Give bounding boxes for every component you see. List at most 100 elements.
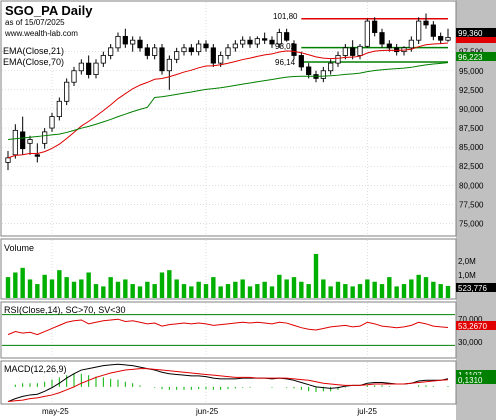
rsi-last-value: 53,2670 [458, 322, 487, 331]
signal-last-value: 0,1310 [458, 376, 483, 385]
candle [364, 18, 370, 48]
candle [320, 66, 326, 83]
candle [78, 59, 84, 75]
price-panel [0, 0, 457, 237]
rsi-axis-30: 30,000 [458, 338, 483, 347]
volume-panel [0, 238, 457, 300]
volume-bar [49, 279, 55, 298]
candle [144, 44, 150, 60]
candle [100, 51, 106, 67]
volume-bar [306, 284, 311, 298]
candle [115, 32, 121, 52]
website-label: www.wealth-lab.com [4, 29, 78, 38]
x-axis-label: may-25 [42, 407, 69, 416]
volume-bar [291, 277, 297, 298]
volume-bar [225, 284, 231, 298]
candle [394, 44, 400, 56]
candle [416, 17, 422, 45]
volume-bar [394, 286, 399, 298]
volume-bar [174, 279, 179, 298]
volume-bar [313, 253, 319, 298]
volume-axis-1m: 1,0M [458, 271, 476, 280]
as-of-date: as of 15/07/2025 [5, 18, 65, 27]
ema21-line [7, 42, 449, 159]
ema70-value: 96,223 [458, 53, 483, 62]
candle [240, 36, 246, 48]
ema70-line [7, 62, 449, 141]
candle [159, 44, 165, 75]
volume-bar [79, 279, 84, 298]
volume-bar [401, 284, 407, 298]
candle [181, 44, 187, 56]
candle [372, 17, 378, 37]
x-axis-label: jun-25 [195, 407, 219, 416]
volume-bar [409, 279, 414, 298]
candle [335, 51, 341, 67]
volume-bar [13, 272, 18, 298]
price-axis-label: 90,000 [459, 105, 484, 114]
volume-bar [335, 281, 341, 298]
candle [71, 66, 77, 87]
volume-bar [123, 279, 128, 298]
volume-bar [262, 281, 267, 298]
candle [49, 112, 55, 132]
volume-last-value: 523,776 [458, 284, 487, 293]
candle [247, 36, 253, 48]
candle [34, 143, 40, 163]
candle [152, 44, 158, 60]
price-axis-label: 95,000 [459, 67, 484, 76]
rsi-axis-70: 70,000 [458, 315, 483, 324]
candle [42, 128, 48, 149]
candle [225, 44, 231, 60]
volume-bar [101, 286, 106, 298]
volume-bar [145, 281, 150, 298]
volume-bars [5, 253, 451, 298]
rsi-series [2, 314, 455, 346]
volume-bar [189, 286, 194, 298]
candle [210, 44, 216, 67]
volume-bar [321, 279, 326, 298]
support-value-label-1: 98,02 [275, 42, 296, 51]
price-axis-label: 82,500 [459, 162, 484, 171]
volume-bar [387, 277, 392, 298]
volume-bar [299, 281, 304, 298]
candlesticks [5, 13, 451, 171]
symbol-title: SGO_PA Daily [5, 3, 93, 18]
volume-title: Volume [4, 243, 34, 253]
last-close-value: 99,360 [458, 29, 483, 38]
candle [86, 55, 92, 79]
rsi-title: RSI(Close,14), SC>70, SV<30 [4, 305, 126, 315]
macd-series [7, 363, 449, 403]
candle [196, 40, 202, 56]
candle [430, 21, 436, 41]
last-close-tag: 99,360 [456, 28, 496, 38]
volume-bar [379, 284, 385, 298]
price-axis-label: 92,500 [459, 86, 484, 95]
volume-bar [181, 284, 187, 298]
volume-bar [20, 267, 25, 298]
ema70-tag: 96,223 [456, 52, 496, 62]
volume-bar [5, 277, 11, 298]
candle [27, 135, 33, 155]
volume-bar [255, 284, 260, 298]
volume-bar [218, 286, 223, 298]
candle [203, 40, 209, 52]
candle [108, 44, 114, 60]
volume-bar [233, 281, 238, 298]
candle [379, 28, 385, 48]
volume-bar [57, 270, 62, 298]
candle [56, 97, 62, 121]
volume-bar [130, 284, 135, 298]
candle [232, 40, 238, 52]
candle [12, 124, 18, 159]
volume-bar [284, 279, 289, 298]
candle [262, 32, 268, 45]
candle [188, 44, 194, 56]
x-axis-label: jul-25 [356, 407, 377, 416]
volume-bar [431, 281, 436, 298]
candle [269, 36, 275, 48]
volume-bar [211, 277, 216, 298]
macd-last-tag: 1,1107 0,1310 [456, 370, 496, 385]
volume-bar [108, 277, 113, 298]
